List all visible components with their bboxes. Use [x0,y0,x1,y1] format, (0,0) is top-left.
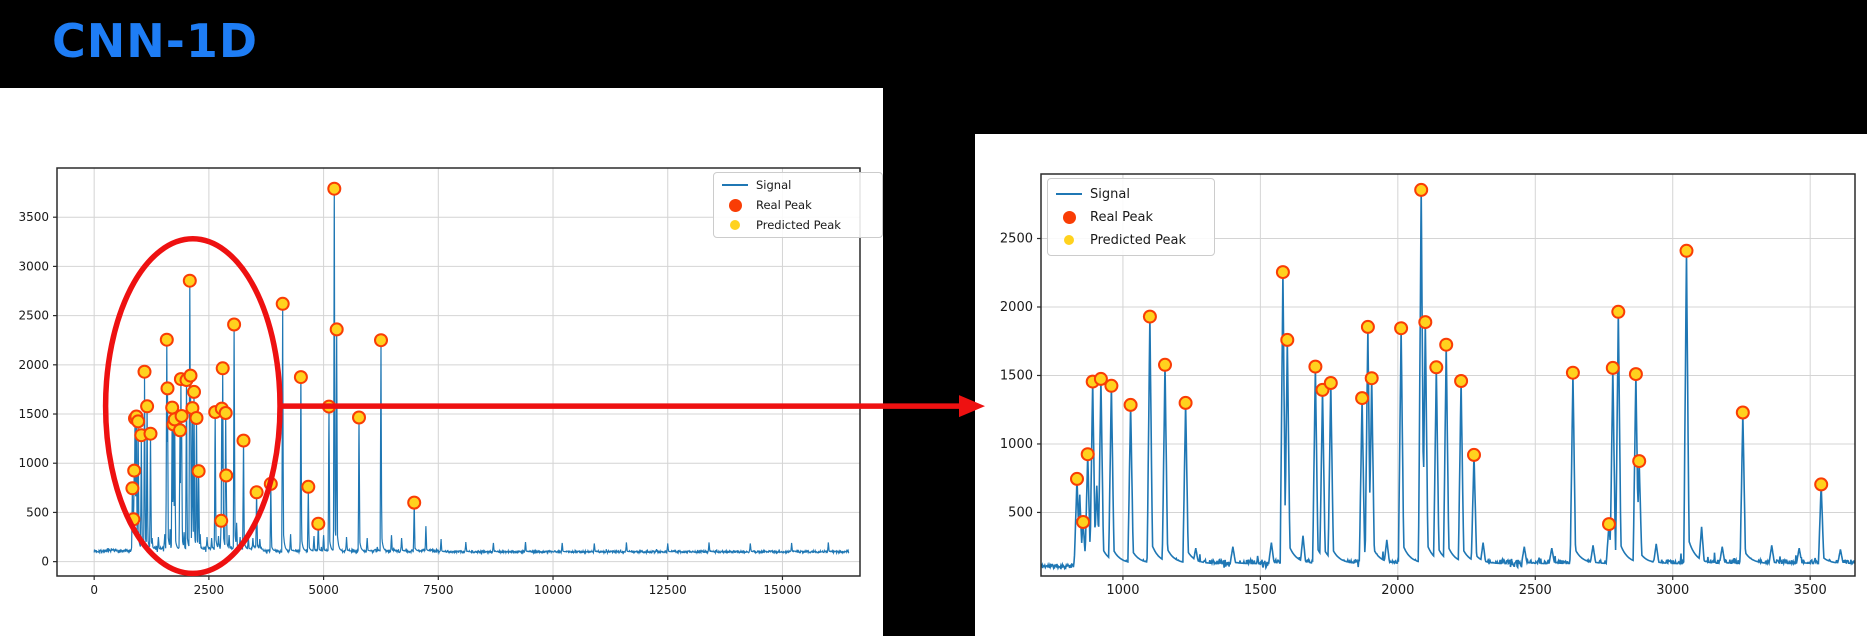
svg-text:3000: 3000 [1656,583,1689,598]
svg-text:1000: 1000 [1000,437,1033,452]
predicted-peak-marker-sample [730,220,740,230]
svg-text:2500: 2500 [1000,232,1033,247]
plot-border [56,167,861,577]
svg-text:1500: 1500 [1244,583,1277,598]
zoom-chart-panel: 1000 1500 2000 2500 3000 3500 500 1000 1500 2000 2… [975,134,1867,636]
svg-text:0: 0 [41,555,49,569]
svg-text:0: 0 [90,583,98,597]
legend-label-predicted-peak: Predicted Peak [1090,232,1187,248]
svg-text:1500: 1500 [18,407,49,421]
svg-text:5000: 5000 [308,583,339,597]
svg-text:10000: 10000 [534,583,572,597]
signal-line-sample [722,184,748,186]
legend-label-real-peak: Real Peak [756,198,812,212]
peak-markers [1070,182,1829,532]
page-title: CNN-1D [52,14,259,68]
svg-text:2500: 2500 [1519,583,1552,598]
svg-text:3000: 3000 [18,259,49,273]
svg-text:3500: 3500 [18,210,49,224]
legend-item-signal: Signal [1052,183,1210,206]
tick-labels: 1000 1500 2000 2500 3000 3500 500 1000 1500 2000 2… [1000,232,1827,598]
signal-line-sample [1056,193,1082,195]
legend-label-signal: Signal [1090,186,1130,202]
predicted-peak-marker-sample [1064,235,1074,245]
legend-label-signal: Signal [756,178,792,192]
real-peak-marker-sample [728,198,742,212]
legend-item-predicted-peak: Predicted Peak [718,215,878,235]
legend-item-signal: Signal [718,175,878,195]
legend-item-real-peak: Real Peak [1052,206,1210,229]
peak-markers [125,181,422,531]
svg-text:1000: 1000 [1106,583,1139,598]
svg-text:1500: 1500 [1000,368,1033,383]
real-peak-marker-sample [1062,210,1076,224]
svg-text:1000: 1000 [18,456,49,470]
svg-text:2500: 2500 [18,309,49,323]
svg-text:12500: 12500 [649,583,687,597]
legend-overview: Signal Real Peak Predicted Peak [713,172,883,238]
svg-text:500: 500 [1008,505,1033,520]
svg-text:2000: 2000 [18,358,49,372]
legend-item-real-peak: Real Peak [718,195,878,215]
legend-label-real-peak: Real Peak [1090,209,1154,225]
svg-text:2500: 2500 [194,583,225,597]
legend-label-predicted-peak: Predicted Peak [756,218,841,232]
tick-labels: 0 2500 5000 7500 10000 12500 15000 0 500 1000 1500… [18,210,801,597]
svg-text:500: 500 [26,505,49,519]
legend-zoom: Signal Real Peak Predicted Peak [1047,178,1215,256]
svg-text:2000: 2000 [1000,300,1033,315]
overview-chart-panel: 0 2500 5000 7500 10000 12500 15000 0 500 1000 1500… [0,88,883,636]
signal-overview-chart: 0 2500 5000 7500 10000 12500 15000 0 500 1000 1500… [18,167,861,597]
svg-text:15000: 15000 [763,583,801,597]
svg-text:3500: 3500 [1794,583,1827,598]
legend-item-predicted-peak: Predicted Peak [1052,229,1210,252]
svg-text:2000: 2000 [1381,583,1414,598]
svg-text:7500: 7500 [423,583,454,597]
signal-line [93,188,850,556]
